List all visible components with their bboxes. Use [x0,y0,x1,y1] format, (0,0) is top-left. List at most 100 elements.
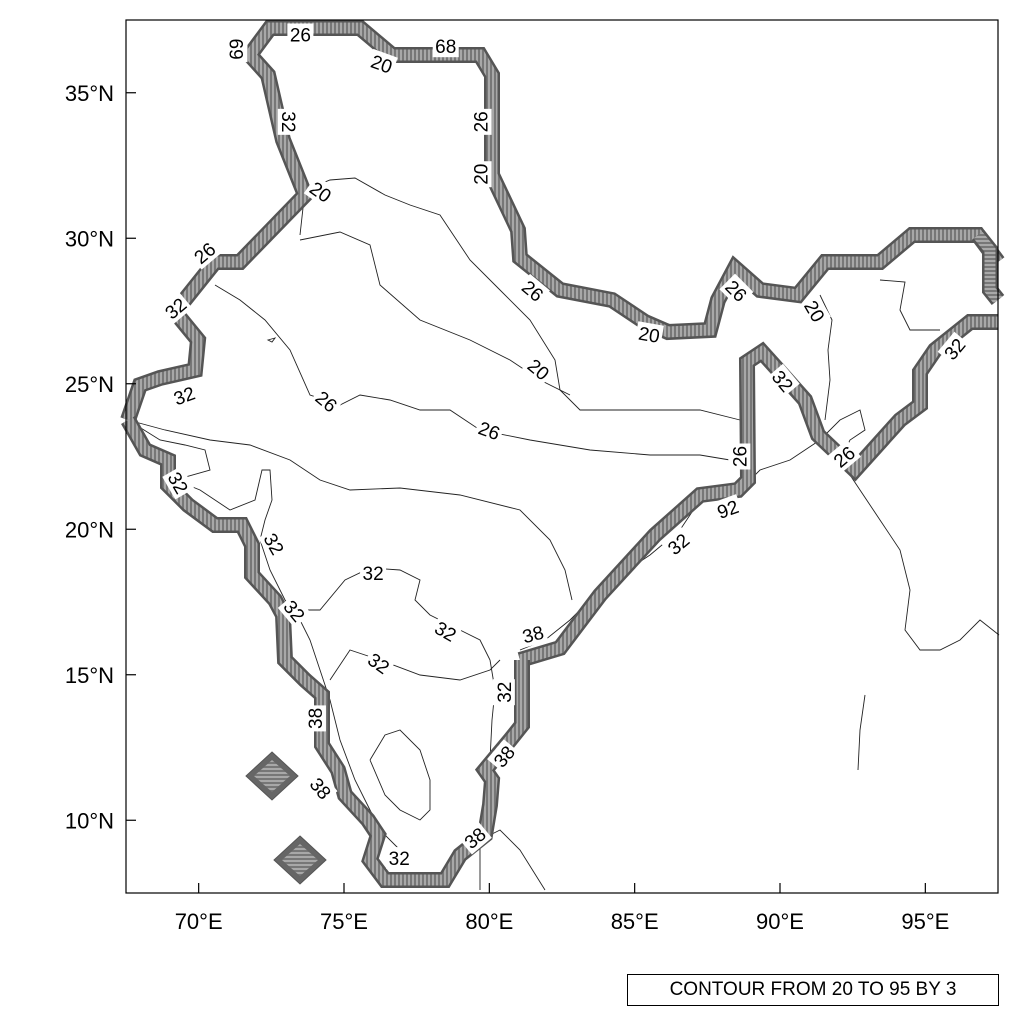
contour-32-line [127,419,573,601]
thick-contour-bands [120,20,1005,888]
contour-label-32: 32 [361,646,396,680]
y-axis: 10°N 15°N 20°N 25°N 30°N 35°N [65,81,136,833]
island-diamonds [245,751,327,885]
border-line-4 [879,279,940,331]
x-tick-label-80: 80°E [465,909,513,934]
contour-label-32: 32 [428,615,463,648]
contour-label-bg [719,273,754,308]
contour-label-bg [158,291,193,325]
island-line [266,337,277,343]
contour-label-text: 26 [290,26,311,47]
contour-label-bg [361,646,396,680]
contour-label-20: 20 [634,321,664,348]
contour-label-bg [473,415,506,446]
contour-label-26: 26 [728,443,751,470]
y-tick-label-35: 35°N [65,81,114,106]
contour-label-32: 32 [168,380,201,410]
x-tick-label-85: 85°E [611,909,659,934]
contour-label-text: 20 [305,178,334,207]
contour-label-32: 32 [386,847,413,870]
contour-label-bg [515,273,550,308]
x-axis: 70°E 75°E 80°E 85°E 90°E 95°E [175,883,949,934]
contour-label-bg [258,527,291,561]
y-tick-label-25: 25°N [65,372,114,397]
contour-32b-line [300,567,491,661]
border-line-3 [839,459,1000,651]
contour-label-bg [469,161,492,188]
contour-label-bg [826,439,861,474]
contour-label-text: 68 [435,37,456,58]
contour-label-bg [162,465,195,500]
contour-label-26: 26 [309,384,344,418]
contour-label-20: 20 [365,48,398,79]
y-tick-label-10: 10°N [65,808,114,833]
contour-label-bg [766,363,800,398]
x-tick-label-75: 75°E [320,909,368,934]
contour-label-text: 20 [637,324,661,348]
contour-label-38: 38 [303,705,327,732]
contour-label-bg [937,331,972,366]
border-line-2 [819,294,833,421]
contour-label-text: 26 [472,111,493,132]
contour-label-20: 20 [469,161,493,188]
contour-label-bg [487,739,521,774]
contour-label-bg [457,820,492,855]
contour-label-bg [521,352,556,386]
contour-label-68: 68 [432,35,459,58]
contour-info-box: CONTOUR FROM 20 TO 95 BY 3 [627,974,999,1006]
contour-label-bg [360,561,387,584]
contour-label-text: 38 [305,774,335,804]
contour-label-text: 20 [523,356,553,386]
contour-label-bg [303,771,338,806]
contour-label-text: 32 [277,111,298,132]
y-tick-label-20: 20°N [65,517,114,542]
contour-label-bg [287,23,314,46]
contour-label-text: 26 [730,446,751,467]
contour-label-20: 20 [521,352,556,386]
contour-label-bg [277,108,300,135]
contour-label-26: 26 [287,23,314,47]
contour-label-bg [277,593,312,628]
contour-label-bg [428,615,463,648]
contour-label-text: 32 [495,682,516,703]
contour-label-bg [634,321,664,348]
contour-band-outer-north-fill [122,22,1003,422]
contour-label-bg [225,36,248,63]
contour-label-bg [517,620,549,648]
contour-label-bg [728,443,751,470]
contour-label-20: 20 [303,175,338,209]
contour-26b-line [214,284,731,461]
contour-label-text: 32 [431,618,460,647]
contour-label-bg [303,705,326,732]
contour-label-text: 32 [259,530,288,559]
y-tick-label-15: 15°N [65,663,114,688]
contour-label-bg [309,384,344,418]
contour-label-text: 32 [389,849,410,870]
contour-label-bg [432,35,459,58]
contour-label-text: 32 [362,564,383,585]
contour-label-bg [798,294,831,328]
contour-label-bg [303,175,338,209]
island-diamond-1-inner [254,760,290,792]
contour-label-32: 32 [360,561,387,585]
contour-label-text: 38 [306,708,327,729]
contour-label-bg [661,527,696,561]
contour-label-bg [711,494,744,524]
contour-label-92: 92 [711,494,744,524]
contour-32c-line [329,649,501,681]
contour-label-text: 32 [664,530,694,560]
island-diamond-2-inner [282,844,318,876]
contour-label-text: 20 [472,164,493,185]
contour-band-east-edge-fill [973,231,1003,304]
contour-label-26: 26 [469,108,493,135]
x-tick-label-90: 90°E [756,909,804,934]
contour-label-bg [365,48,398,79]
contour-label-bg [492,679,515,706]
y-tick-label-30: 30°N [65,226,114,251]
contour-label-32: 32 [492,679,516,706]
contour-label-text: 26 [311,388,341,418]
x-tick-label-95: 95°E [901,909,949,934]
contour-38-line [369,729,431,821]
contour-label-32: 32 [277,108,300,135]
